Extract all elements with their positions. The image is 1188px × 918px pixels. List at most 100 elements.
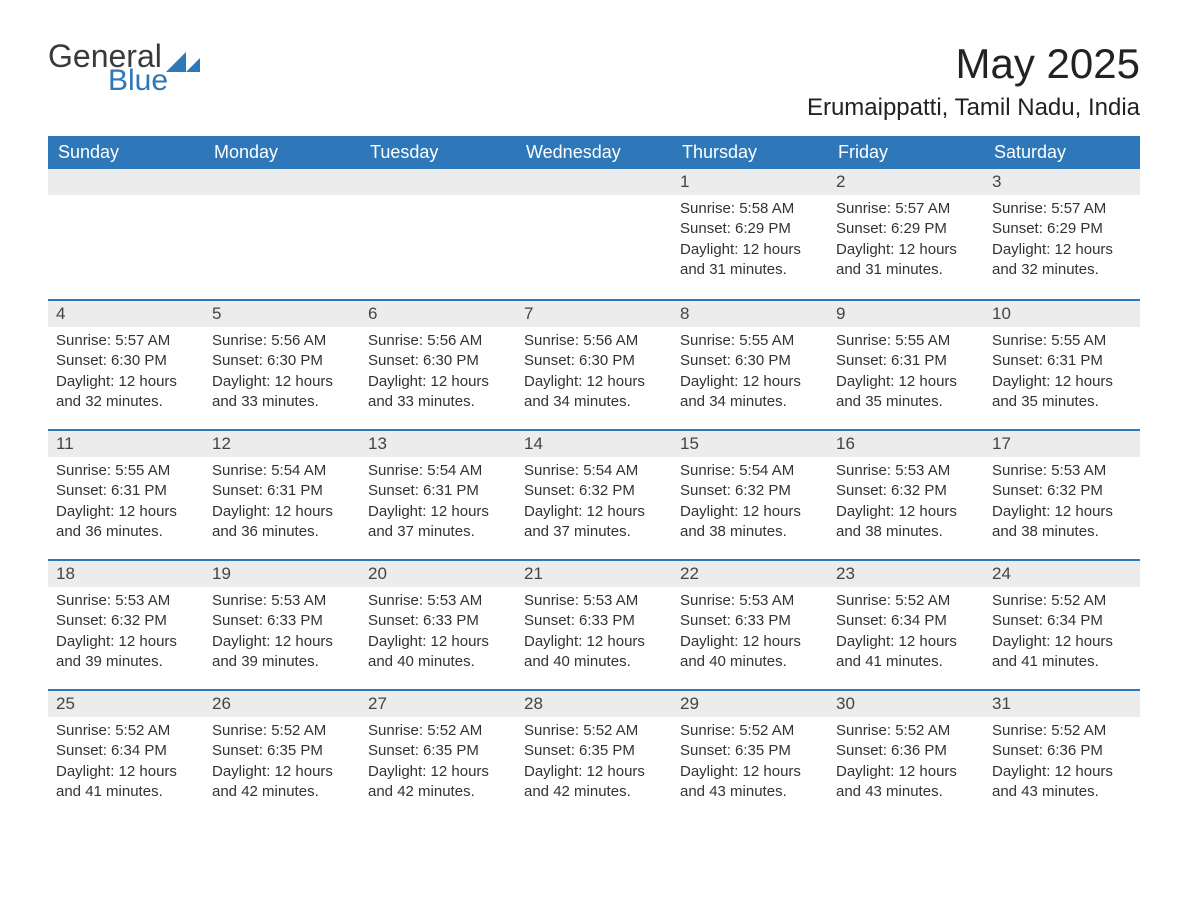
sunrise-line: Sunrise: 5:52 AM bbox=[56, 721, 196, 741]
daylight-line: Daylight: 12 hours and 42 minutes. bbox=[524, 762, 664, 803]
day-header-thursday: Thursday bbox=[672, 136, 828, 169]
day-cell: 27Sunrise: 5:52 AMSunset: 6:35 PMDayligh… bbox=[360, 691, 516, 819]
daylight-line: Daylight: 12 hours and 33 minutes. bbox=[368, 372, 508, 413]
day-body: Sunrise: 5:55 AMSunset: 6:30 PMDaylight:… bbox=[672, 327, 828, 422]
daylight-line: Daylight: 12 hours and 33 minutes. bbox=[212, 372, 352, 413]
daylight-line: Daylight: 12 hours and 34 minutes. bbox=[524, 372, 664, 413]
sunrise-line: Sunrise: 5:53 AM bbox=[836, 461, 976, 481]
day-body: Sunrise: 5:53 AMSunset: 6:32 PMDaylight:… bbox=[984, 457, 1140, 552]
daylight-line: Daylight: 12 hours and 31 minutes. bbox=[836, 240, 976, 281]
day-number: 7 bbox=[516, 301, 672, 327]
sunset-line: Sunset: 6:29 PM bbox=[836, 219, 976, 239]
day-cell-empty bbox=[48, 169, 204, 299]
daylight-line: Daylight: 12 hours and 41 minutes. bbox=[56, 762, 196, 803]
day-body: Sunrise: 5:52 AMSunset: 6:35 PMDaylight:… bbox=[204, 717, 360, 812]
day-number: 30 bbox=[828, 691, 984, 717]
daylight-line: Daylight: 12 hours and 42 minutes. bbox=[212, 762, 352, 803]
sunset-line: Sunset: 6:31 PM bbox=[212, 481, 352, 501]
day-cell: 24Sunrise: 5:52 AMSunset: 6:34 PMDayligh… bbox=[984, 561, 1140, 689]
day-body: Sunrise: 5:52 AMSunset: 6:34 PMDaylight:… bbox=[984, 587, 1140, 682]
day-cell: 2Sunrise: 5:57 AMSunset: 6:29 PMDaylight… bbox=[828, 169, 984, 299]
day-body: Sunrise: 5:53 AMSunset: 6:32 PMDaylight:… bbox=[48, 587, 204, 682]
day-number: 24 bbox=[984, 561, 1140, 587]
day-cell: 5Sunrise: 5:56 AMSunset: 6:30 PMDaylight… bbox=[204, 301, 360, 429]
day-body bbox=[204, 195, 360, 275]
sunset-line: Sunset: 6:34 PM bbox=[992, 611, 1132, 631]
day-number bbox=[360, 169, 516, 195]
day-number: 19 bbox=[204, 561, 360, 587]
sunrise-line: Sunrise: 5:52 AM bbox=[524, 721, 664, 741]
sunset-line: Sunset: 6:31 PM bbox=[836, 351, 976, 371]
day-cell: 18Sunrise: 5:53 AMSunset: 6:32 PMDayligh… bbox=[48, 561, 204, 689]
day-body: Sunrise: 5:52 AMSunset: 6:36 PMDaylight:… bbox=[984, 717, 1140, 812]
title-block: May 2025 Erumaippatti, Tamil Nadu, India bbox=[807, 40, 1140, 122]
day-cell: 28Sunrise: 5:52 AMSunset: 6:35 PMDayligh… bbox=[516, 691, 672, 819]
day-cell: 21Sunrise: 5:53 AMSunset: 6:33 PMDayligh… bbox=[516, 561, 672, 689]
sunrise-line: Sunrise: 5:56 AM bbox=[524, 331, 664, 351]
day-body: Sunrise: 5:54 AMSunset: 6:32 PMDaylight:… bbox=[672, 457, 828, 552]
day-body: Sunrise: 5:52 AMSunset: 6:34 PMDaylight:… bbox=[48, 717, 204, 812]
day-body: Sunrise: 5:56 AMSunset: 6:30 PMDaylight:… bbox=[360, 327, 516, 422]
day-body: Sunrise: 5:58 AMSunset: 6:29 PMDaylight:… bbox=[672, 195, 828, 290]
sunrise-line: Sunrise: 5:53 AM bbox=[992, 461, 1132, 481]
sunset-line: Sunset: 6:32 PM bbox=[524, 481, 664, 501]
sunrise-line: Sunrise: 5:52 AM bbox=[368, 721, 508, 741]
day-number: 9 bbox=[828, 301, 984, 327]
sunrise-line: Sunrise: 5:56 AM bbox=[368, 331, 508, 351]
month-title: May 2025 bbox=[807, 40, 1140, 88]
sunrise-line: Sunrise: 5:55 AM bbox=[836, 331, 976, 351]
day-number: 15 bbox=[672, 431, 828, 457]
daylight-line: Daylight: 12 hours and 37 minutes. bbox=[368, 502, 508, 543]
sunrise-line: Sunrise: 5:52 AM bbox=[680, 721, 820, 741]
day-number: 16 bbox=[828, 431, 984, 457]
day-cell: 25Sunrise: 5:52 AMSunset: 6:34 PMDayligh… bbox=[48, 691, 204, 819]
day-number bbox=[48, 169, 204, 195]
sunrise-line: Sunrise: 5:53 AM bbox=[680, 591, 820, 611]
day-body: Sunrise: 5:52 AMSunset: 6:34 PMDaylight:… bbox=[828, 587, 984, 682]
weeks-container: 1Sunrise: 5:58 AMSunset: 6:29 PMDaylight… bbox=[48, 169, 1140, 819]
daylight-line: Daylight: 12 hours and 31 minutes. bbox=[680, 240, 820, 281]
sunrise-line: Sunrise: 5:52 AM bbox=[836, 721, 976, 741]
day-number: 2 bbox=[828, 169, 984, 195]
sunset-line: Sunset: 6:32 PM bbox=[992, 481, 1132, 501]
day-body: Sunrise: 5:56 AMSunset: 6:30 PMDaylight:… bbox=[204, 327, 360, 422]
daylight-line: Daylight: 12 hours and 43 minutes. bbox=[836, 762, 976, 803]
day-number: 1 bbox=[672, 169, 828, 195]
day-body: Sunrise: 5:52 AMSunset: 6:35 PMDaylight:… bbox=[360, 717, 516, 812]
day-header-friday: Friday bbox=[828, 136, 984, 169]
day-header-wednesday: Wednesday bbox=[516, 136, 672, 169]
brand-text-blue: Blue bbox=[108, 66, 200, 96]
day-number: 10 bbox=[984, 301, 1140, 327]
day-cell: 8Sunrise: 5:55 AMSunset: 6:30 PMDaylight… bbox=[672, 301, 828, 429]
day-number: 28 bbox=[516, 691, 672, 717]
week-row: 11Sunrise: 5:55 AMSunset: 6:31 PMDayligh… bbox=[48, 429, 1140, 559]
sunset-line: Sunset: 6:29 PM bbox=[992, 219, 1132, 239]
day-header-row: SundayMondayTuesdayWednesdayThursdayFrid… bbox=[48, 136, 1140, 169]
sunset-line: Sunset: 6:33 PM bbox=[212, 611, 352, 631]
location-text: Erumaippatti, Tamil Nadu, India bbox=[807, 94, 1140, 122]
day-body: Sunrise: 5:55 AMSunset: 6:31 PMDaylight:… bbox=[48, 457, 204, 552]
sunset-line: Sunset: 6:36 PM bbox=[836, 741, 976, 761]
sunrise-line: Sunrise: 5:53 AM bbox=[368, 591, 508, 611]
sunset-line: Sunset: 6:35 PM bbox=[680, 741, 820, 761]
daylight-line: Daylight: 12 hours and 42 minutes. bbox=[368, 762, 508, 803]
day-body bbox=[516, 195, 672, 275]
sunset-line: Sunset: 6:32 PM bbox=[836, 481, 976, 501]
daylight-line: Daylight: 12 hours and 43 minutes. bbox=[992, 762, 1132, 803]
day-number: 17 bbox=[984, 431, 1140, 457]
daylight-line: Daylight: 12 hours and 40 minutes. bbox=[524, 632, 664, 673]
day-body: Sunrise: 5:53 AMSunset: 6:33 PMDaylight:… bbox=[516, 587, 672, 682]
day-header-tuesday: Tuesday bbox=[360, 136, 516, 169]
day-cell: 14Sunrise: 5:54 AMSunset: 6:32 PMDayligh… bbox=[516, 431, 672, 559]
day-number: 26 bbox=[204, 691, 360, 717]
calendar-grid: SundayMondayTuesdayWednesdayThursdayFrid… bbox=[48, 136, 1140, 819]
day-cell: 10Sunrise: 5:55 AMSunset: 6:31 PMDayligh… bbox=[984, 301, 1140, 429]
day-number: 13 bbox=[360, 431, 516, 457]
sunrise-line: Sunrise: 5:52 AM bbox=[212, 721, 352, 741]
day-number: 4 bbox=[48, 301, 204, 327]
day-cell: 31Sunrise: 5:52 AMSunset: 6:36 PMDayligh… bbox=[984, 691, 1140, 819]
sunset-line: Sunset: 6:30 PM bbox=[56, 351, 196, 371]
day-number: 29 bbox=[672, 691, 828, 717]
day-number bbox=[516, 169, 672, 195]
day-number: 8 bbox=[672, 301, 828, 327]
